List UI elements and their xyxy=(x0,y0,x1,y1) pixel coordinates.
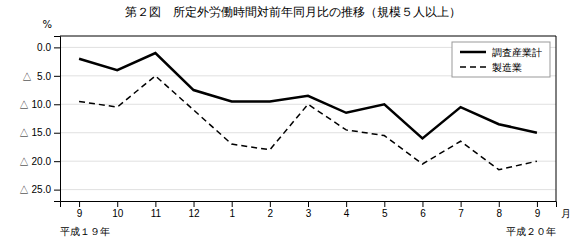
x-tick-mark xyxy=(308,201,309,207)
annotation: 平成１９年 xyxy=(60,226,110,237)
x-tick: 11 xyxy=(151,201,162,219)
y-tick-label: △ 15.0 xyxy=(19,127,52,138)
grid-line xyxy=(60,132,556,133)
x-tick: 5 xyxy=(382,201,388,219)
x-tick-mark xyxy=(461,201,462,207)
legend-label: 調査産業計 xyxy=(492,47,542,58)
x-tick-mark xyxy=(537,201,538,207)
series-line xyxy=(79,76,537,170)
x-tick-label: 2 xyxy=(268,208,274,219)
y-tick-mark xyxy=(54,76,60,77)
x-tick-mark xyxy=(232,201,233,207)
legend-swatch xyxy=(460,66,486,68)
x-tick-mark xyxy=(270,201,271,207)
x-tick-label: 7 xyxy=(458,208,464,219)
x-tick: 9 xyxy=(77,201,83,219)
x-axis-line xyxy=(61,202,557,208)
plot: 0.0△ 5.0△ 10.0△ 15.0△ 20.0△ 25.091011121… xyxy=(19,36,557,219)
y-axis: 0.0 △ 5.0 △ 10.0 △ 15.0 △ 20.0 △ 25.0 xyxy=(19,37,61,202)
x-tick: 12 xyxy=(188,201,200,219)
annotation: 平成２０年 xyxy=(506,226,556,237)
x-tick-label: 1 xyxy=(229,208,235,219)
x-tick-mark xyxy=(194,201,195,207)
x-tick: 10 xyxy=(112,201,124,219)
x-tick-label: 9 xyxy=(535,208,541,219)
x-label: 月 xyxy=(561,208,571,219)
x-tick-label: 5 xyxy=(382,208,388,219)
x-tick: 9 xyxy=(535,201,541,219)
x-tick: 4 xyxy=(344,201,350,219)
grid-line xyxy=(60,104,556,105)
x-tick-label: 9 xyxy=(77,208,83,219)
x-tick: 8 xyxy=(496,201,502,219)
x-tick-label: 10 xyxy=(112,208,124,219)
y-tick: △ 15.0 xyxy=(19,127,60,138)
chart: 0.0△ 5.0△ 10.0△ 15.0△ 20.0△ 25.091011121… xyxy=(0,0,586,243)
legend-swatch xyxy=(460,51,486,54)
frame-right xyxy=(556,36,557,201)
y-tick-label: △ 5.0 xyxy=(22,71,52,82)
x-tick-label: 3 xyxy=(306,208,312,219)
y-label: % xyxy=(42,19,52,30)
x-tick: 1 xyxy=(229,201,235,219)
y-tick-mark xyxy=(54,133,60,134)
x-tick-mark xyxy=(384,201,385,207)
x-tick-label: 8 xyxy=(496,208,502,219)
x-tick-mark xyxy=(79,201,80,207)
x-tick: 3 xyxy=(306,201,312,219)
y-tick-label: 0.0 xyxy=(37,42,51,53)
title: 第２図 所定外労働時間対前年同月比の推移（規模５人以上） xyxy=(125,5,461,19)
y-axis-line xyxy=(54,37,61,202)
x-tick-label: 4 xyxy=(344,208,350,219)
legend-label: 製造業 xyxy=(492,62,522,73)
legend-box xyxy=(452,42,550,77)
y-tick-mark xyxy=(54,47,60,48)
x-tick: 7 xyxy=(458,201,464,219)
grid-line xyxy=(60,161,556,162)
y-tick: △ 25.0 xyxy=(19,184,60,195)
y-tick-label: △ 10.0 xyxy=(19,99,52,110)
x-tick-label: 12 xyxy=(188,208,200,219)
x-tick-mark xyxy=(346,201,347,207)
x-axis: 9101112123456789 xyxy=(61,201,557,219)
legend: 調査産業計製造業 xyxy=(452,42,550,77)
x-tick-label: 6 xyxy=(420,208,426,219)
frame-top xyxy=(60,36,556,37)
y-tick-label: △ 20.0 xyxy=(19,156,52,167)
x-tick-mark xyxy=(117,201,118,207)
y-tick-mark xyxy=(54,190,60,191)
y-tick: △ 5.0 xyxy=(22,71,60,82)
y-tick: △ 20.0 xyxy=(19,156,60,167)
x-tick-mark xyxy=(155,201,156,207)
x-tick: 2 xyxy=(268,201,274,219)
y-tick-mark xyxy=(54,104,60,105)
x-tick-mark xyxy=(499,201,500,207)
y-tick-mark xyxy=(54,161,60,162)
y-tick-label: △ 25.0 xyxy=(19,184,52,195)
y-tick: 0.0 xyxy=(37,42,60,53)
x-tick-mark xyxy=(422,201,423,207)
y-tick: △ 10.0 xyxy=(19,99,60,110)
grid-line xyxy=(60,189,556,190)
x-tick-label: 11 xyxy=(151,208,162,219)
x-tick: 6 xyxy=(420,201,426,219)
